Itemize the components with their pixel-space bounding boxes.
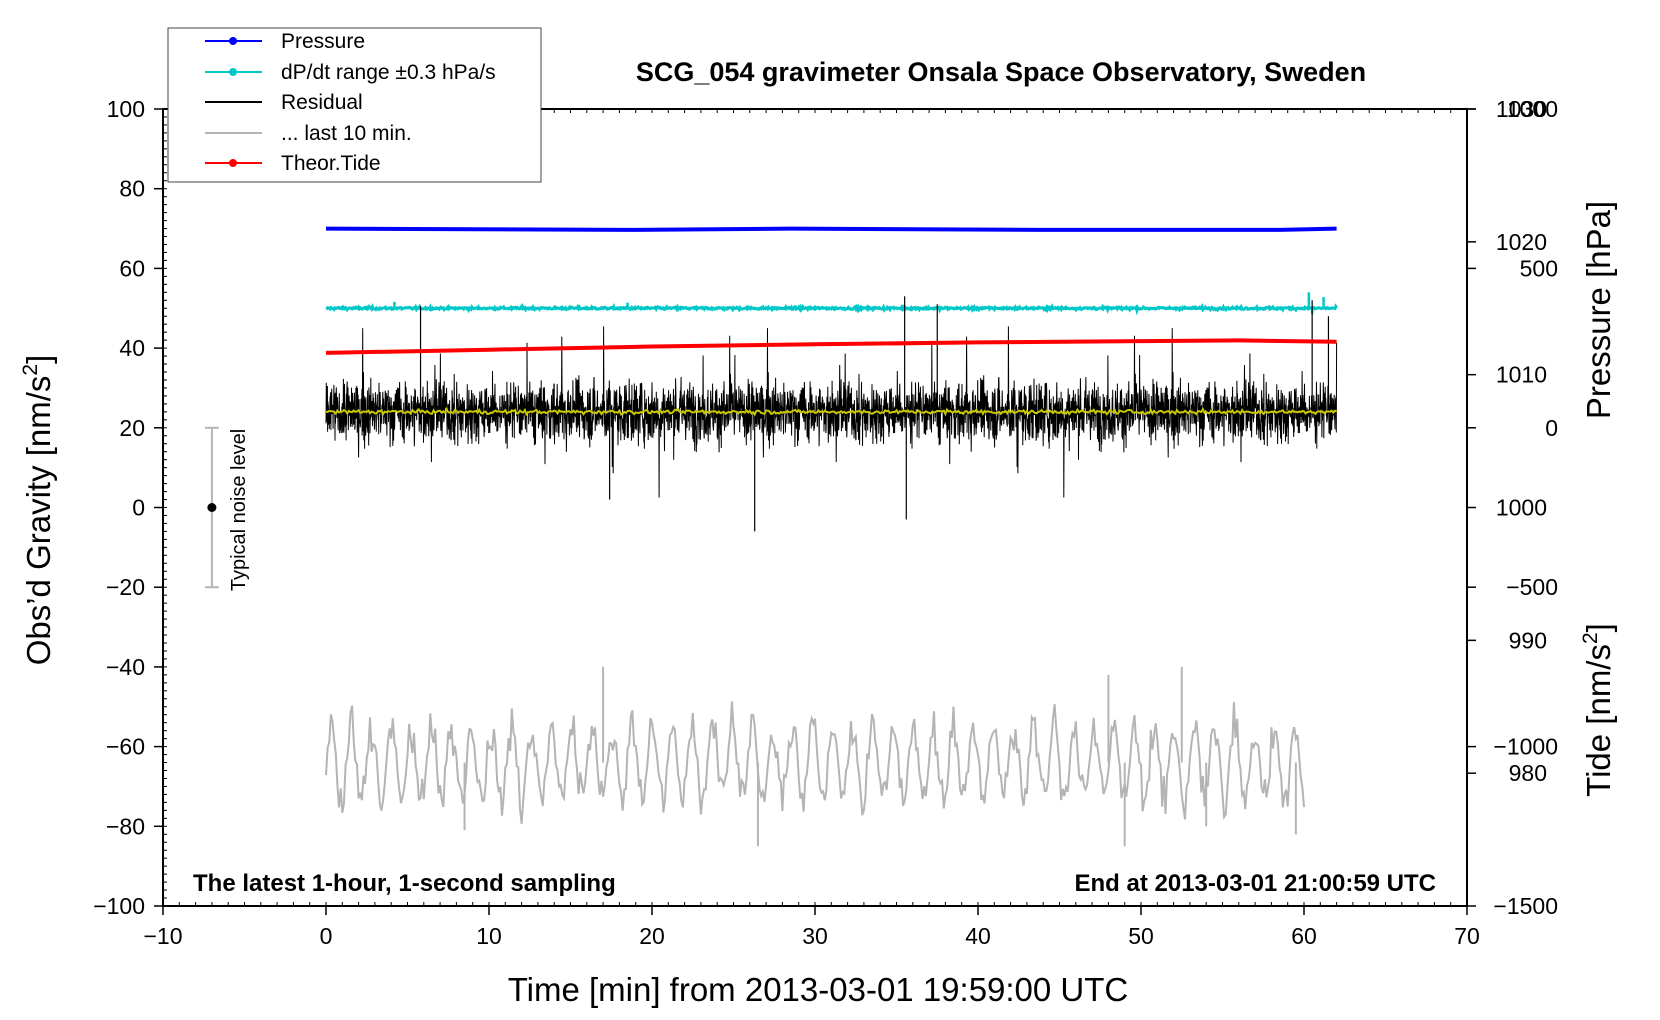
noise-level-indicator	[204, 426, 219, 589]
legend-label-dpdt: dP/dt range ±0.3 hPa/s	[281, 61, 496, 84]
y-tick-label: 0	[132, 495, 145, 521]
last10-series	[325, 701, 1305, 824]
pressure-tick-label: 1030	[1496, 96, 1547, 122]
x-tick-label: 10	[476, 923, 502, 949]
tide-tick-label: −500	[1506, 574, 1558, 600]
tide-series	[325, 338, 1337, 355]
legend-marks	[205, 37, 262, 167]
y-tick-label: −40	[106, 654, 145, 680]
end-time-annotation: End at 2013-03-01 21:00:59 UTC	[1075, 870, 1437, 897]
legend-mark-dot	[229, 159, 237, 167]
chart-title: SCG_054 gravimeter Onsala Space Observat…	[636, 57, 1366, 87]
x-tick-label: 50	[1128, 923, 1154, 949]
pressure-tick-label: 1010	[1496, 362, 1547, 388]
x-axis-label: Time [min] from 2013-03-01 19:59:00 UTC	[508, 971, 1129, 1008]
y-tick-label: −100	[93, 893, 145, 919]
pressure-tick-label: 1000	[1496, 495, 1547, 521]
tide-tick-label: −1000	[1493, 734, 1558, 760]
tide-tick-label: 1000	[1507, 96, 1558, 122]
noise-level-label: Typical noise level	[228, 429, 250, 591]
legend-label-residual: Residual	[281, 91, 363, 114]
x-tick-label: 70	[1454, 923, 1480, 949]
x-tick-label: −10	[143, 923, 182, 949]
legend-mark-dot	[229, 68, 237, 76]
y-tick-label: 100	[107, 96, 145, 122]
y-tick-label: −20	[106, 574, 145, 600]
legend-label-last10: ... last 10 min.	[281, 122, 412, 145]
y-tick-label: 80	[119, 176, 145, 202]
y-tick-label: −60	[106, 734, 145, 760]
plot-data-layer	[325, 226, 1338, 847]
y-tick-label: −80	[106, 813, 145, 839]
tide-axis-label: Tide [nm/s2]	[1579, 623, 1617, 797]
x-tick-label: 60	[1291, 923, 1317, 949]
pressure-tick-label: 1020	[1496, 229, 1547, 255]
y-tick-label: 20	[119, 415, 145, 441]
legend: Pressure dP/dt range ±0.3 hPa/s Residual…	[167, 27, 542, 183]
tide-tick-label: 0	[1545, 415, 1558, 441]
tide-tick-label: 500	[1520, 255, 1558, 281]
noise-bar-center-dot	[207, 503, 217, 512]
legend-label-pressure: Pressure	[281, 30, 365, 53]
x-tick-label: 40	[965, 923, 991, 949]
legend-box	[167, 27, 542, 183]
tide-tick-label: −1500	[1493, 893, 1558, 919]
legend-label-tide: Theor.Tide	[281, 152, 381, 175]
sampling-annotation: The latest 1-hour, 1-second sampling	[193, 870, 616, 897]
axis-ticks: −10 0 10 20 30 40 50 60 70100806040200−20−40−60−…	[93, 96, 1558, 949]
legend-mark-dot	[229, 37, 237, 45]
x-tick-label: 0	[320, 923, 333, 949]
y-tick-label: 40	[119, 335, 145, 361]
x-tick-label: 20	[639, 923, 665, 949]
x-tick-label: 30	[802, 923, 828, 949]
y-tick-label: 60	[119, 255, 145, 281]
y-axis-label: Obs’d Gravity [nm/s2]	[19, 355, 57, 666]
pressure-tick-label: 990	[1509, 627, 1547, 653]
pressure-axis-label: Pressure [hPa]	[1580, 201, 1617, 419]
residual-series	[325, 326, 1338, 498]
residual-mean-series	[325, 406, 1338, 417]
dpdt-series	[325, 302, 1338, 316]
pressure-tick-label: 980	[1509, 760, 1547, 786]
pressure-series	[325, 226, 1337, 232]
